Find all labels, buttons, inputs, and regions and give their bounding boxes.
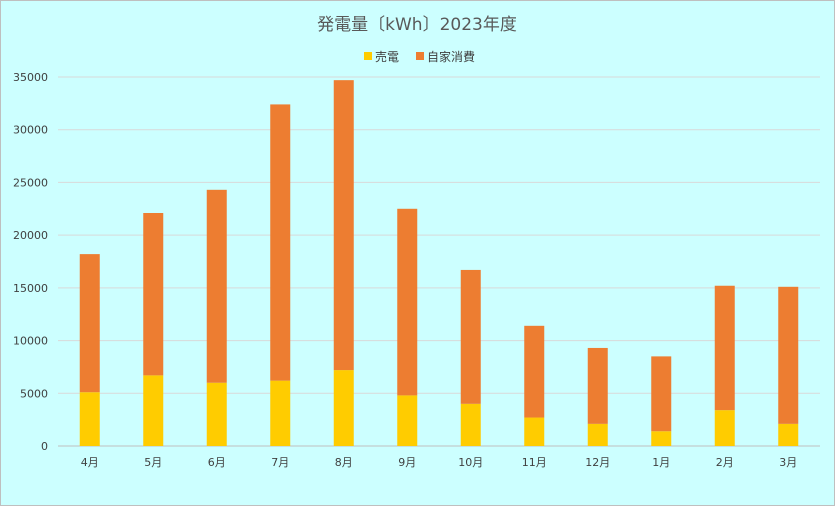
bar-segment-self-consumption: [714, 285, 735, 411]
bar-segment-self-consumption: [651, 356, 672, 432]
y-tick-label: 10000: [13, 335, 48, 348]
bar-segment-sell: [397, 395, 418, 446]
bar-segment-sell: [206, 382, 227, 446]
x-tick-label: 10月: [458, 456, 483, 469]
legend-label-sell: 売電: [375, 49, 399, 64]
x-tick-label: 11月: [522, 456, 547, 469]
x-tick-label: 9月: [398, 456, 416, 469]
gridlines: [58, 76, 820, 447]
bar-segment-sell: [270, 380, 291, 446]
bar-segment-self-consumption: [524, 325, 545, 418]
y-axis: 0 5000 10000 15000 20000 25000 30000 35000: [13, 71, 48, 453]
bar-segment-sell: [79, 392, 100, 446]
x-tick-label: 4月: [81, 456, 99, 469]
bar-segment-self-consumption: [397, 208, 418, 396]
bar-segment-self-consumption: [79, 254, 100, 393]
x-tick-label: 5月: [144, 456, 162, 469]
legend: 売電 自家消費: [364, 49, 475, 64]
bar-segment-sell: [651, 431, 672, 446]
y-tick-label: 25000: [13, 176, 48, 189]
legend-label-self-consumption: 自家消費: [427, 49, 475, 64]
x-tick-label: 3月: [779, 456, 797, 469]
y-tick-label: 15000: [13, 282, 48, 295]
bar-segment-sell: [587, 423, 608, 446]
x-axis: 4月 5月 6月 7月 8月 9月 10月 11月 12月 1月 2月 3月: [81, 456, 798, 469]
legend-swatch-self-consumption: [416, 52, 424, 60]
bar-segment-self-consumption: [778, 286, 799, 424]
bar-segment-self-consumption: [460, 269, 481, 404]
x-tick-label: 8月: [335, 456, 353, 469]
x-tick-label: 1月: [652, 456, 670, 469]
x-tick-label: 7月: [271, 456, 289, 469]
legend-swatch-sell: [364, 52, 372, 60]
x-tick-label: 6月: [208, 456, 226, 469]
bar-segment-sell: [714, 410, 735, 446]
bar-segment-self-consumption: [143, 213, 164, 376]
y-tick-label: 0: [41, 440, 48, 453]
chart-title: 発電量〔kWh〕2023年度: [317, 15, 517, 35]
bar-segment-sell: [143, 375, 164, 446]
bar-segment-self-consumption: [206, 189, 227, 383]
bar-segment-self-consumption: [587, 347, 608, 424]
bar-segment-self-consumption: [333, 80, 354, 371]
bar-segment-sell: [460, 403, 481, 446]
bar-segment-sell: [333, 370, 354, 446]
y-tick-label: 35000: [13, 71, 48, 84]
bar-segment-sell: [524, 417, 545, 446]
bar-segment-self-consumption: [270, 104, 291, 381]
y-tick-label: 20000: [13, 229, 48, 242]
x-tick-label: 12月: [585, 456, 610, 469]
y-tick-label: 30000: [13, 124, 48, 137]
bars: [79, 80, 799, 446]
x-tick-label: 2月: [716, 456, 734, 469]
y-tick-label: 5000: [20, 387, 48, 400]
bar-segment-sell: [778, 423, 799, 446]
